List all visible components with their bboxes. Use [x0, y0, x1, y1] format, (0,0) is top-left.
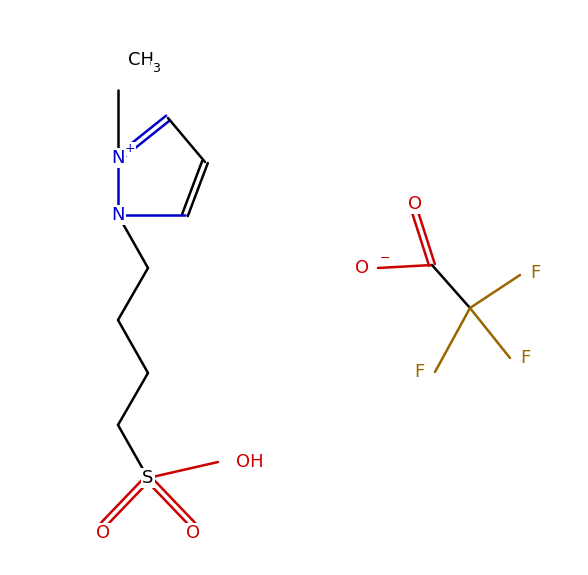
Text: N: N — [111, 206, 125, 224]
Text: S: S — [142, 469, 153, 487]
Text: F: F — [415, 363, 425, 381]
Text: N: N — [111, 149, 125, 167]
Text: O: O — [355, 259, 369, 277]
Text: O: O — [408, 195, 422, 213]
Text: −: − — [380, 251, 390, 264]
Text: +: + — [125, 143, 135, 155]
Text: F: F — [530, 264, 540, 282]
Text: F: F — [520, 349, 530, 367]
Text: CH: CH — [128, 51, 154, 69]
Text: O: O — [186, 524, 200, 542]
Text: OH: OH — [236, 453, 263, 471]
Text: 3: 3 — [152, 62, 160, 75]
Text: O: O — [96, 524, 110, 542]
